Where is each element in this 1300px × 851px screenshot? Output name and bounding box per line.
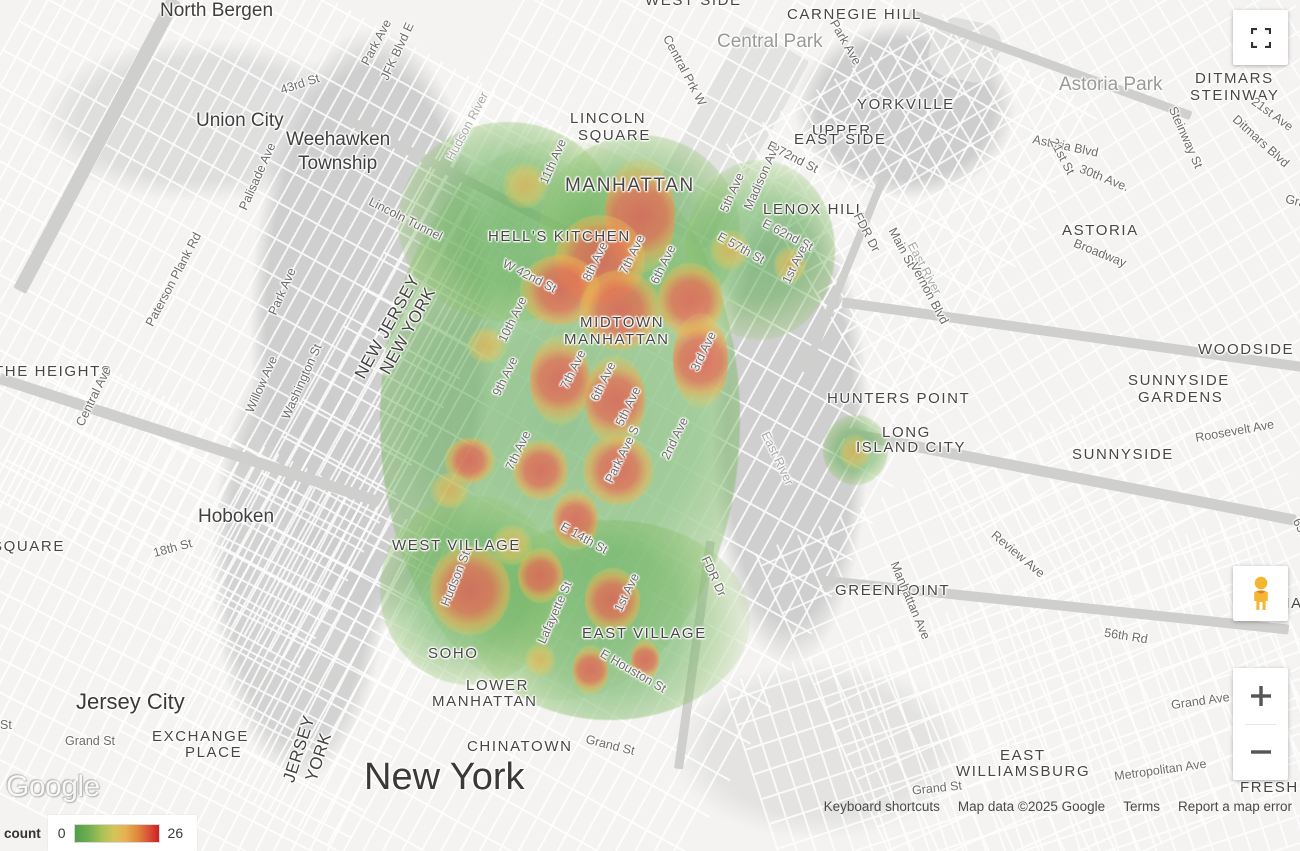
neighborhood-label: PLACE <box>185 744 243 761</box>
neighborhood-label: EAST SIDE <box>794 131 887 148</box>
neighborhood-label: EXCHANGE <box>152 728 249 745</box>
neighborhood-label: EAST <box>1000 747 1046 764</box>
street-view-pegman-button[interactable] <box>1233 566 1288 621</box>
neighborhood-label: SUNNYSIDE <box>1128 372 1230 389</box>
street-label: St <box>0 718 12 732</box>
map-attribution-bar: Keyboard shortcuts Map data ©2025 Google… <box>812 797 1300 816</box>
neighborhood-label: LOWER <box>466 677 530 694</box>
neighborhood-label: HUNTERS POINT <box>827 390 971 407</box>
neighborhood-label: THE HEIGHTS <box>0 363 113 380</box>
map-data-copyright: Map data ©2025 Google <box>957 799 1106 814</box>
city-label: Union City <box>196 110 284 131</box>
zoom-controls-divider <box>1245 723 1276 725</box>
pegman-icon <box>1253 576 1268 610</box>
neighborhood-label: SOHO <box>428 645 479 662</box>
legend-max-value: 26 <box>167 825 184 841</box>
plus-icon <box>1250 685 1271 706</box>
neighborhood-label: YORKVILLE <box>857 96 955 113</box>
neighborhood-label: SQUARE <box>0 538 65 555</box>
neighborhood-label: GREENPOINT <box>835 582 951 599</box>
neighborhood-label: WEST SIDE <box>645 0 742 9</box>
neighborhood-label: LINCOLN <box>570 110 647 127</box>
city-label: New York <box>364 756 525 798</box>
street-label: Grand St <box>65 734 116 748</box>
minus-icon <box>1250 750 1271 754</box>
neighborhood-label: SUNNYSIDE <box>1072 446 1174 463</box>
legend-min-value: 0 <box>57 825 66 841</box>
neighborhood-label: MANHATTAN <box>564 331 670 348</box>
legend-title: count <box>4 825 41 841</box>
park-label: Central Park <box>717 31 823 52</box>
report-map-error-link[interactable]: Report a map error <box>1177 799 1292 814</box>
neighborhood-label: GARDENS <box>1138 389 1224 406</box>
city-label: Weehawken <box>286 129 391 150</box>
zoom-out-button[interactable] <box>1233 725 1288 781</box>
zoom-controls[interactable] <box>1233 668 1288 780</box>
city-label: Township <box>298 153 378 174</box>
neighborhood-label: HELL'S KITCHEN <box>488 228 631 245</box>
fullscreen-button[interactable] <box>1233 10 1288 65</box>
neighborhood-label: ISLAND CITY <box>856 439 967 456</box>
fullscreen-icon <box>1250 27 1271 48</box>
neighborhood-label: CARNEGIE HILL <box>787 6 922 23</box>
keyboard-shortcuts-link[interactable]: Keyboard shortcuts <box>823 799 940 814</box>
neighborhood-label: WEST VILLAGE <box>392 537 521 554</box>
neighborhood-label: MANHATTAN <box>432 693 538 710</box>
terms-link[interactable]: Terms <box>1123 799 1160 814</box>
city-label: Hoboken <box>198 506 275 527</box>
neighborhood-label: DITMARS <box>1195 70 1274 87</box>
legend-panel: 0 26 <box>47 815 198 851</box>
neighborhood-label: MANHATTAN <box>565 175 695 196</box>
city-label: Jersey City <box>76 689 185 714</box>
heatmap-legend: count 0 26 <box>0 815 198 851</box>
city-label: North Bergen <box>160 0 274 21</box>
neighborhood-label: FRESH <box>1240 779 1299 796</box>
google-logo: Google <box>6 770 100 803</box>
neighborhood-label: MIDTOWN <box>580 314 665 331</box>
park-label: Astoria Park <box>1059 74 1163 95</box>
neighborhood-label: SQUARE <box>578 127 651 144</box>
neighborhood-label: UPPER <box>812 122 872 139</box>
neighborhood-label: LONG <box>882 424 931 441</box>
neighborhood-label: ASTORIA <box>1062 222 1139 239</box>
neighborhood-label: WOODSIDE <box>1198 341 1295 358</box>
neighborhood-label: EAST VILLAGE <box>582 625 707 642</box>
neighborhood-label: STEINWAY <box>1190 87 1280 104</box>
legend-color-gradient <box>73 823 160 843</box>
neighborhood-label: CHINATOWN <box>467 738 573 755</box>
zoom-in-button[interactable] <box>1233 668 1288 724</box>
neighborhood-label: LENOX HILL <box>763 201 866 218</box>
neighborhood-label: WILLIAMSBURG <box>956 763 1091 780</box>
